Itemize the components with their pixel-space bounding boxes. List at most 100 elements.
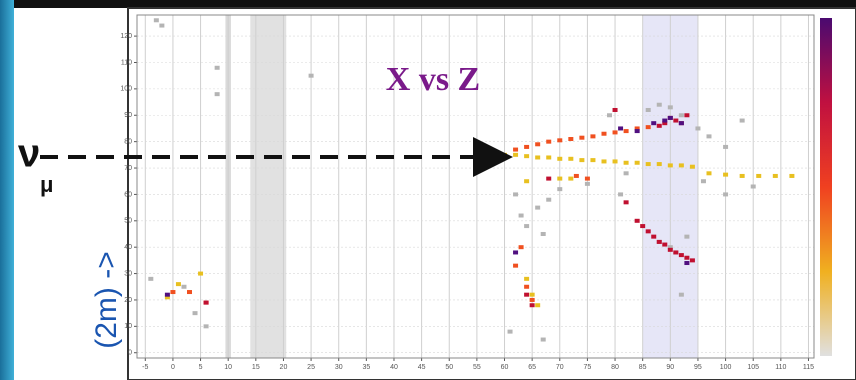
hit [159, 24, 164, 28]
hit [585, 177, 590, 181]
hit [695, 126, 700, 130]
hit [513, 192, 518, 196]
hit [524, 277, 529, 281]
y-tick-label: 70 [124, 165, 132, 172]
hit [690, 258, 695, 262]
hit [740, 174, 745, 178]
y-tick-label: 0 [128, 350, 132, 357]
hit [535, 142, 540, 146]
hit [198, 272, 203, 276]
x-tick-label: 75 [584, 364, 592, 371]
x-tick-label: 30 [335, 364, 343, 371]
x-tick-label: 40 [390, 364, 398, 371]
hit [546, 198, 551, 202]
hit [519, 214, 524, 218]
hit [651, 121, 656, 125]
hit [535, 303, 540, 307]
x-tick-label: 15 [252, 364, 260, 371]
hit [204, 301, 209, 305]
hit [684, 261, 689, 265]
hit [170, 290, 175, 294]
x-tick-label: 5 [199, 364, 203, 371]
hit [590, 134, 595, 138]
hit [646, 229, 651, 233]
hit [557, 177, 562, 181]
top-bar [0, 0, 856, 8]
x-tick-label: 110 [775, 364, 786, 371]
y-tick-label: 10 [124, 323, 132, 330]
hit [574, 174, 579, 178]
hit [524, 145, 529, 149]
hit [618, 192, 623, 196]
hit [557, 157, 562, 161]
side-strip [0, 0, 14, 380]
x-tick-label: 55 [473, 364, 481, 371]
chart-title: X vs Z [386, 61, 480, 98]
colorbar [820, 18, 832, 356]
hit [673, 119, 678, 123]
hit [513, 153, 518, 157]
beam-label: ν [18, 132, 40, 176]
hit [535, 206, 540, 210]
hit [690, 165, 695, 169]
x-tick-label: 100 [720, 364, 732, 371]
x-tick-label: 45 [418, 364, 426, 371]
hit [557, 187, 562, 191]
hit [215, 66, 220, 70]
hit [657, 240, 662, 244]
beam-label-sub: μ [40, 172, 53, 197]
x-tick-label: 85 [639, 364, 647, 371]
hit [524, 285, 529, 289]
hit [508, 330, 513, 334]
chart: -505101520253035404550556065707580859095… [0, 0, 856, 380]
hit [657, 162, 662, 166]
x-tick-label: 25 [307, 364, 315, 371]
hit [756, 174, 761, 178]
hit [568, 157, 573, 161]
hit [513, 148, 518, 152]
hit [657, 124, 662, 128]
hit [546, 177, 551, 181]
hit [568, 177, 573, 181]
hit [618, 126, 623, 130]
hit [751, 185, 756, 189]
hit [723, 173, 728, 177]
hit [668, 105, 673, 109]
hit [541, 338, 546, 342]
plot-frame [128, 8, 856, 380]
x-tick-label: 60 [501, 364, 509, 371]
y-tick-label: 60 [124, 191, 132, 198]
hit [519, 245, 524, 249]
hit [673, 250, 678, 254]
x-tick-label: 70 [556, 364, 564, 371]
x-tick-label: 90 [666, 364, 674, 371]
side-label: (2m) -> [90, 251, 123, 349]
hit [579, 158, 584, 162]
hit [193, 311, 198, 315]
hit [679, 253, 684, 257]
hit [524, 179, 529, 183]
hit [568, 137, 573, 141]
y-tick-label: 120 [120, 33, 132, 40]
x-tick-label: 115 [803, 364, 814, 371]
hit [668, 248, 673, 252]
hit [613, 159, 618, 163]
hit [204, 324, 209, 328]
hit [668, 116, 673, 120]
hit [723, 145, 728, 149]
hit [607, 113, 612, 117]
hit [215, 92, 220, 96]
hit [585, 182, 590, 186]
hit [706, 171, 711, 175]
hit [679, 163, 684, 167]
hit [662, 119, 667, 123]
y-tick-label: 20 [124, 297, 132, 304]
hit [684, 113, 689, 117]
hit [668, 163, 673, 167]
hit [646, 125, 651, 129]
hit [524, 293, 529, 297]
hit [624, 171, 629, 175]
x-tick-label: 105 [747, 364, 759, 371]
hit [181, 285, 186, 289]
hit [601, 132, 606, 136]
